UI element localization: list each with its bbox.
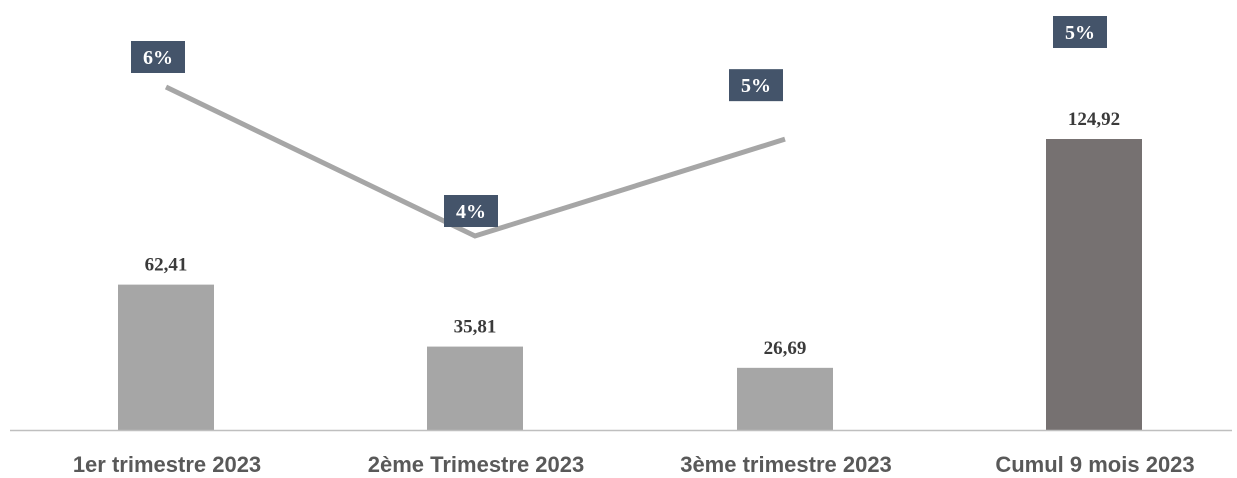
- category-label-3: 3ème trimestre 2023: [680, 452, 892, 477]
- category-labels: 1er trimestre 2023 2ème Trimestre 2023 3èm…: [73, 452, 1195, 477]
- labels-group: 62,41 35,81 26,69 124,92 6% 4% 5% 5%: [131, 16, 1120, 359]
- percent-label-3-box: [729, 69, 783, 102]
- percent-label-2: 4%: [456, 201, 486, 223]
- line-group: [164, 84, 786, 239]
- percent-label-2-box: [444, 195, 498, 227]
- category-label-1: 1er trimestre 2023: [73, 452, 261, 477]
- bar-value-label-4: 124,92: [1068, 109, 1120, 130]
- bar-4: [1046, 139, 1142, 430]
- bar-value-label-1: 62,41: [145, 255, 188, 276]
- bar-value-label-3: 26,69: [764, 338, 807, 359]
- bar-2: [427, 346, 523, 430]
- percent-label-3: 5%: [741, 75, 771, 97]
- bar-1: [118, 284, 214, 430]
- percent-label-1-box: [131, 41, 185, 73]
- category-label-4: Cumul 9 mois 2023: [995, 452, 1194, 477]
- bars-group: [118, 139, 1142, 430]
- percent-label-4: 5%: [1065, 22, 1095, 44]
- bar-value-label-2: 35,81: [454, 317, 497, 338]
- bar-3: [737, 367, 833, 430]
- percent-line: [164, 84, 786, 239]
- percent-label-4-box: [1053, 16, 1107, 48]
- category-label-2: 2ème Trimestre 2023: [368, 452, 585, 477]
- percent-label-1: 6%: [143, 47, 173, 69]
